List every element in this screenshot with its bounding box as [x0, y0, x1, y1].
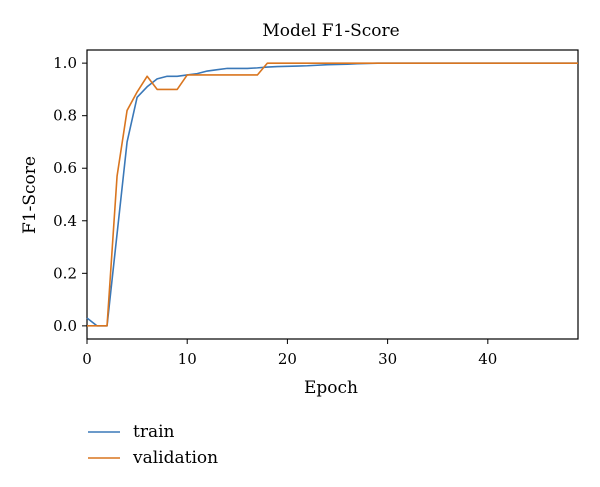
- x-axis-label: Epoch: [304, 378, 358, 398]
- y-tick-label: 0.0: [53, 317, 77, 335]
- x-tick-label: 40: [478, 350, 497, 368]
- y-tick-label: 0.8: [53, 107, 77, 125]
- y-tick-label: 1.0: [53, 54, 77, 72]
- x-tick-label: 20: [278, 350, 297, 368]
- legend: train validation: [88, 422, 218, 468]
- x-tick-label: 30: [378, 350, 397, 368]
- series-line-validation: [87, 62, 578, 327]
- x-tick-label: 0: [82, 350, 92, 368]
- x-tick-label: 10: [178, 350, 197, 368]
- legend-label-train: train: [133, 422, 175, 442]
- y-tick-label: 0.2: [53, 264, 77, 282]
- y-axis-ticks: 0.0 0.2 0.4 0.6 0.8 1.0: [53, 54, 87, 335]
- series-line-train: [86, 62, 578, 327]
- y-tick-label: 0.6: [53, 159, 77, 177]
- x-axis-ticks: 0 10 20 30 40: [82, 339, 497, 368]
- y-axis-label: F1-Score: [20, 156, 40, 234]
- series-lines: [86, 62, 578, 327]
- plot-area-frame: [86, 49, 579, 340]
- chart-title: Model F1-Score: [262, 21, 399, 41]
- legend-label-validation: validation: [132, 448, 218, 468]
- y-tick-label: 0.4: [53, 212, 77, 230]
